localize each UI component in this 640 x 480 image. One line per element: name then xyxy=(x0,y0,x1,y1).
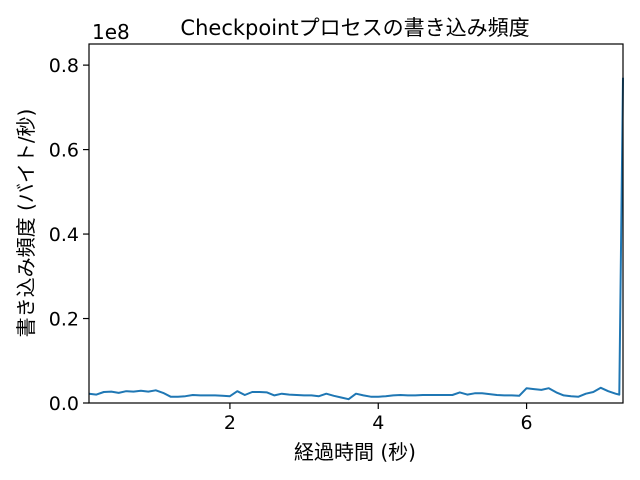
x-tick-label: 4 xyxy=(372,412,384,434)
y-tick-label: 0.6 xyxy=(49,140,79,162)
y-tick-label: 0.4 xyxy=(49,224,79,246)
y-tick-label: 0.8 xyxy=(49,55,79,77)
y-tick-label: 0.0 xyxy=(49,393,79,415)
y-offset-label: 1e8 xyxy=(92,20,130,44)
x-tick-label: 2 xyxy=(224,412,236,434)
y-tick-label: 0.2 xyxy=(49,309,79,331)
plot-area: 2 4 6 0.0 0.2 0.4 0.6 0.8 xyxy=(49,43,624,434)
chart-title: Checkpointプロセスの書き込み頻度 xyxy=(180,16,529,40)
axes-frame xyxy=(88,43,624,404)
y-axis-label: 書き込み頻度 (バイト/秒) xyxy=(14,109,38,338)
series-line-0 xyxy=(88,77,624,401)
x-tick-label: 6 xyxy=(521,412,533,434)
x-axis-label: 経過時間 (秒) xyxy=(294,440,416,464)
